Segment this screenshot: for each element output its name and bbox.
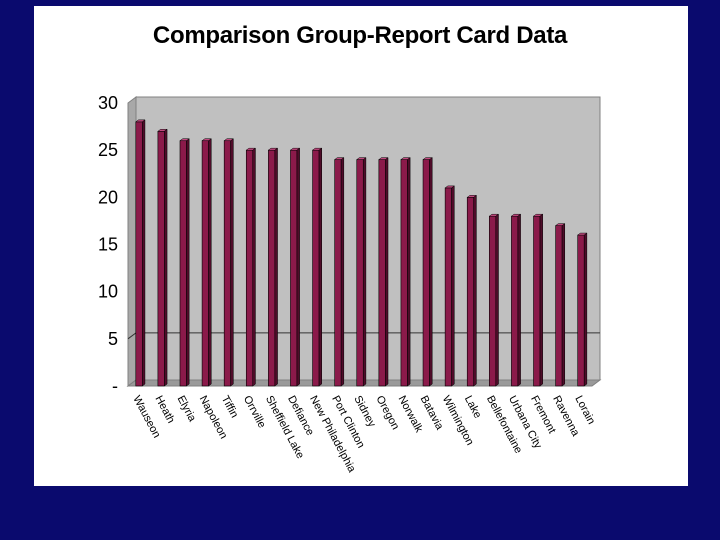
bar-side bbox=[164, 128, 168, 387]
bar bbox=[422, 157, 433, 387]
category-label: Tiffin bbox=[219, 394, 241, 420]
bar-side bbox=[473, 194, 477, 387]
bar-side bbox=[296, 147, 300, 387]
bar bbox=[488, 213, 500, 387]
bar-front bbox=[378, 159, 386, 387]
bar bbox=[245, 147, 257, 387]
bar-front bbox=[312, 149, 320, 387]
bar-side bbox=[561, 223, 566, 387]
bar-front bbox=[334, 159, 342, 387]
bar-front bbox=[444, 187, 452, 387]
bar bbox=[289, 147, 301, 387]
category-label: Lake bbox=[462, 394, 484, 421]
bar-side bbox=[539, 213, 543, 387]
bar-side bbox=[407, 157, 411, 387]
bar bbox=[532, 213, 544, 387]
category-label: Elyria bbox=[175, 394, 199, 425]
plot-side-wall bbox=[127, 96, 137, 387]
bar bbox=[576, 232, 588, 387]
bar-front bbox=[268, 149, 276, 387]
y-tick-label: 10 bbox=[98, 282, 118, 302]
bar-side bbox=[252, 147, 256, 387]
bar-side bbox=[495, 213, 499, 387]
y-tick-label: 5 bbox=[108, 329, 118, 349]
bar-side bbox=[340, 157, 345, 387]
bar-side bbox=[142, 119, 146, 387]
y-tick-label: 30 bbox=[98, 93, 118, 113]
bar-front bbox=[400, 159, 408, 387]
bar-side bbox=[186, 138, 190, 387]
bar bbox=[510, 213, 522, 387]
bar bbox=[311, 147, 323, 387]
bar-side bbox=[208, 138, 212, 387]
y-tick-label: - bbox=[112, 376, 118, 396]
y-tick-label: 20 bbox=[98, 187, 118, 207]
bar-front bbox=[179, 140, 187, 387]
bar bbox=[157, 128, 168, 387]
bar-front bbox=[157, 131, 165, 387]
bar-side bbox=[318, 147, 322, 387]
bar bbox=[179, 138, 190, 387]
bar-front bbox=[135, 121, 143, 387]
bar-front bbox=[533, 215, 541, 387]
bar-front bbox=[356, 159, 364, 387]
bar-front bbox=[223, 140, 231, 387]
bar-front bbox=[511, 215, 519, 387]
bar bbox=[333, 157, 345, 387]
bar bbox=[356, 157, 367, 387]
bar bbox=[554, 223, 566, 387]
bar-side bbox=[429, 157, 433, 387]
bar-front bbox=[577, 234, 585, 387]
bar-side bbox=[230, 138, 234, 387]
bar bbox=[400, 157, 411, 387]
bar bbox=[444, 185, 456, 387]
bar bbox=[267, 147, 279, 387]
bar-front bbox=[290, 149, 298, 387]
bar-front bbox=[466, 197, 475, 387]
chart-title: Comparison Group-Report Card Data bbox=[152, 22, 568, 49]
bar bbox=[378, 157, 389, 387]
bar-front bbox=[555, 225, 563, 387]
bar bbox=[201, 138, 213, 387]
bar-front bbox=[245, 149, 254, 387]
bar-front bbox=[201, 140, 209, 387]
bar-side bbox=[363, 157, 367, 387]
bar-side bbox=[451, 185, 455, 387]
bar-front bbox=[422, 159, 430, 387]
bar-side bbox=[517, 213, 521, 387]
bar bbox=[135, 119, 146, 387]
y-tick-label: 25 bbox=[98, 140, 118, 160]
bar bbox=[223, 138, 235, 387]
bar-front bbox=[489, 215, 497, 387]
bar bbox=[466, 194, 478, 387]
bar-side bbox=[385, 157, 389, 387]
bar-side bbox=[583, 232, 588, 387]
bar-side bbox=[274, 147, 278, 387]
y-tick-label: 15 bbox=[98, 235, 118, 255]
